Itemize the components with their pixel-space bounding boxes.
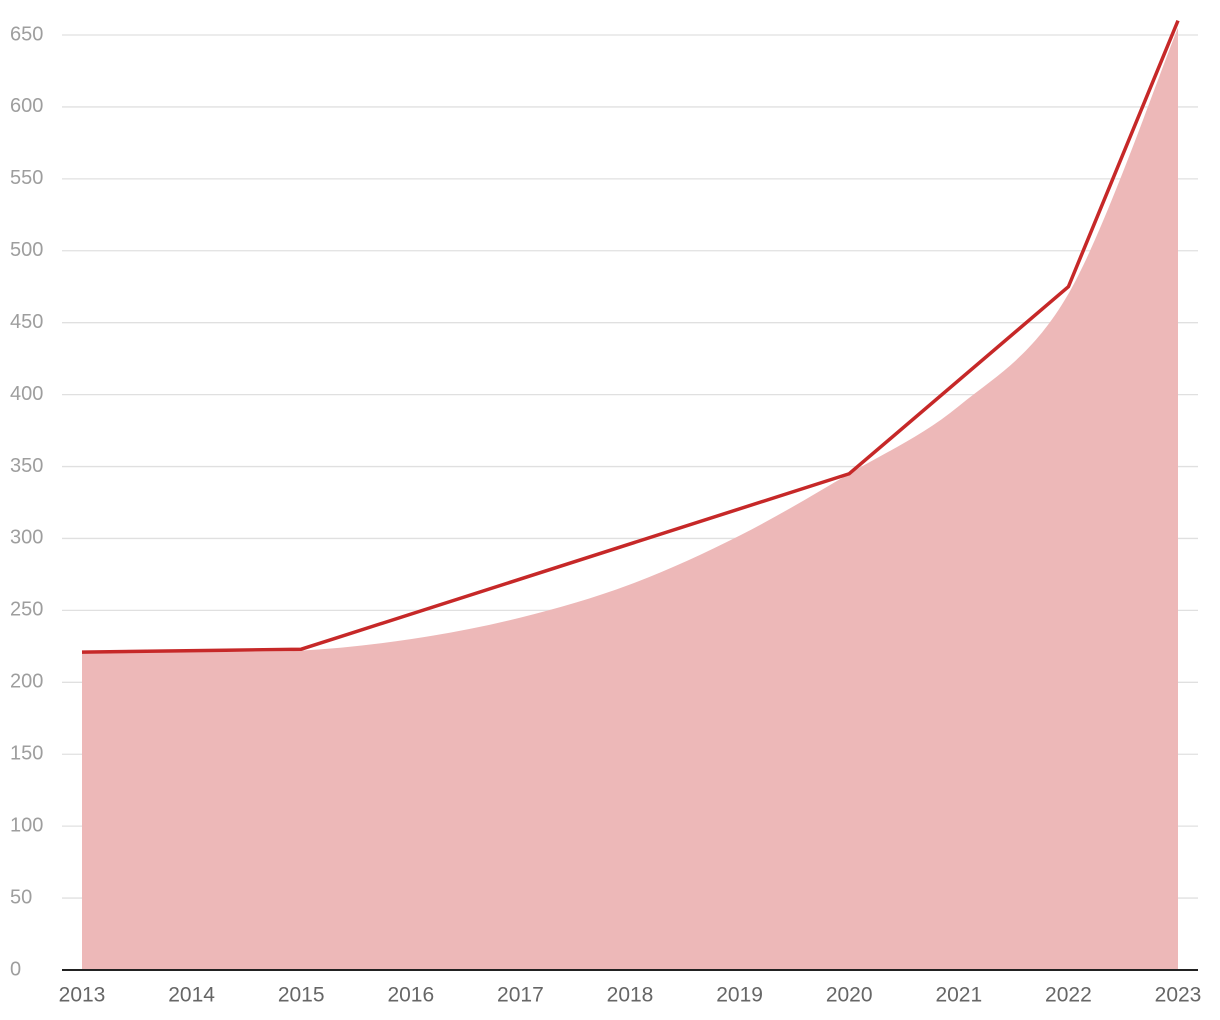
x-tick-label: 2015 [278,984,325,1007]
y-tick-label: 250 [10,599,43,621]
y-tick-label: 450 [10,311,43,333]
x-tick-label: 2016 [387,984,434,1007]
y-tick-label: 650 [10,23,43,45]
x-tick-label: 2018 [607,984,654,1007]
y-tick-label: 0 [10,958,21,980]
x-tick-label: 2020 [826,984,873,1007]
y-tick-label: 200 [10,671,43,693]
x-tick-label: 2017 [497,984,544,1007]
x-tick-label: 2013 [59,984,106,1007]
y-tick-label: 300 [10,527,43,549]
area [82,27,1178,971]
x-tick-label: 2022 [1045,984,1092,1007]
x-tick-label: 2023 [1155,984,1202,1007]
y-tick-label: 350 [10,455,43,477]
x-tick-label: 2021 [935,984,982,1007]
x-tick-label: 2019 [716,984,763,1007]
x-tick-label: 2014 [168,984,215,1007]
y-tick-label: 50 [10,886,32,908]
y-tick-label: 150 [10,743,43,765]
line [81,19,1180,654]
y-tick-label: 100 [10,814,43,836]
y-tick-label: 500 [10,239,43,261]
y-tick-label: 550 [10,167,43,189]
y-tick-label: 400 [10,383,43,405]
y-tick-label: 600 [10,95,43,117]
